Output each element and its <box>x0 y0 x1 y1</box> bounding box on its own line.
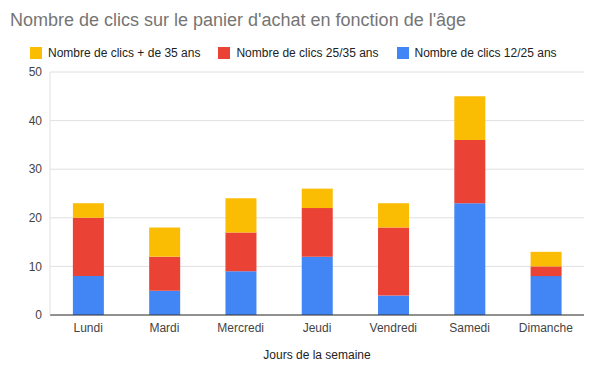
svg-text:Mercredi: Mercredi <box>217 321 264 335</box>
svg-text:20: 20 <box>29 211 43 225</box>
svg-text:10: 10 <box>29 260 43 274</box>
html-text:Nombre de clics sur le panier: Nombre de clics sur le panier d'achat en… <box>10 10 467 30</box>
svg-text:Jeudi: Jeudi <box>303 321 332 335</box>
svg-text:Lundi: Lundi <box>73 321 102 335</box>
svg-text:40: 40 <box>29 114 43 128</box>
html-text:Nombre de clics 25/35 ans: Nombre de clics 25/35 ans <box>236 46 379 60</box>
html-text:Nombre de clics + de 35 ans: Nombre de clics + de 35 ans <box>48 46 201 60</box>
svg-text:Vendredi: Vendredi <box>370 321 417 335</box>
svg-text:Samedi: Samedi <box>449 321 490 335</box>
svg-text:Mardi: Mardi <box>149 321 179 335</box>
svg-text:50: 50 <box>29 65 43 79</box>
html-text:Nombre de clics 12/25 ans: Nombre de clics 12/25 ans <box>414 46 557 60</box>
svg-text:0: 0 <box>35 308 42 322</box>
svg-text:30: 30 <box>29 162 43 176</box>
svg-text:Dimanche: Dimanche <box>519 321 573 335</box>
svg-text:Jours de la semaine: Jours de la semaine <box>263 348 371 362</box>
